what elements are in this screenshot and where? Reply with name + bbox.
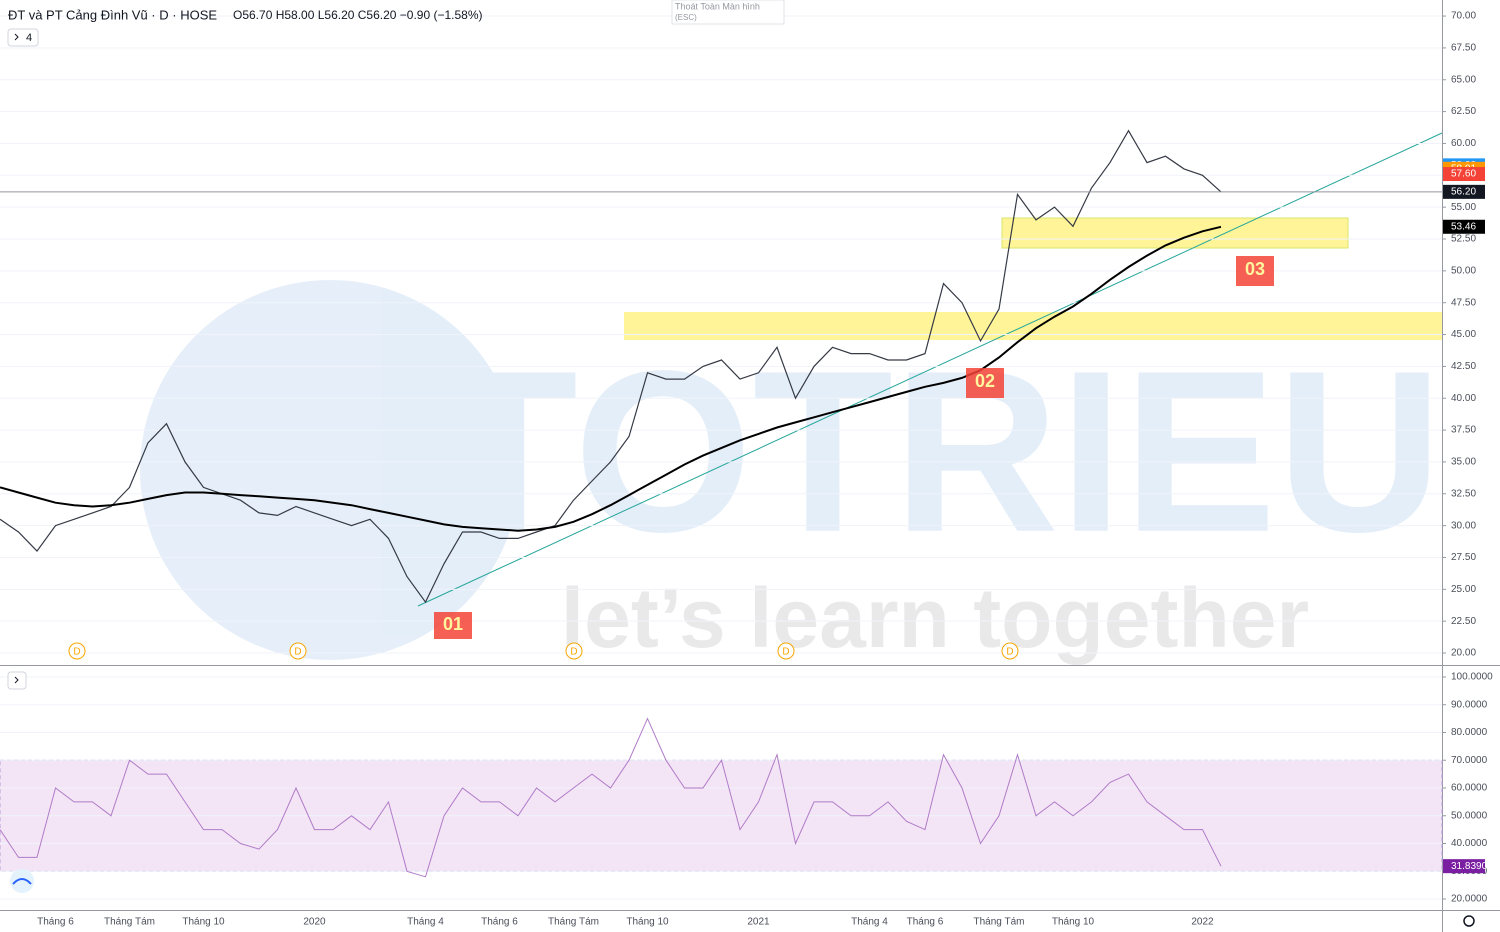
dividend-marker — [565, 642, 583, 660]
y-tick-label: 40.0000 — [1451, 838, 1488, 849]
y-tick-label: 100.0000 — [1451, 672, 1493, 683]
indicator-count: 4 — [26, 32, 32, 44]
y-tick-label: 80.0000 — [1451, 727, 1488, 738]
y-tick-label: 45.00 — [1451, 329, 1476, 340]
indicator-toggle[interactable]: 4 — [7, 28, 39, 47]
x-tick-label: Tháng 6 — [481, 917, 518, 928]
dividend-marker — [289, 642, 307, 660]
y-tick-label: 65.00 — [1451, 74, 1476, 85]
support-zone — [1001, 217, 1349, 249]
chevron — [14, 676, 19, 684]
x-tick-label: 2020 — [303, 917, 326, 928]
y-tick-label: 55.00 — [1451, 202, 1476, 213]
x-tick-label: 2022 — [1191, 917, 1214, 928]
resistance-zone — [624, 312, 1442, 340]
x-tick-label: 2021 — [747, 917, 770, 928]
x-tick-label: Tháng Tám — [104, 917, 155, 928]
y-tick-label: 40.00 — [1451, 393, 1476, 404]
tip-key: (ESC) — [675, 13, 697, 22]
dividend-label: D — [570, 647, 577, 658]
dividend-marker — [68, 642, 86, 660]
dividend-label: D — [1006, 647, 1013, 658]
series-line — [0, 717, 1222, 878]
tip-box[interactable] — [671, 0, 785, 25]
y-tick-label: 52.50 — [1451, 234, 1476, 245]
watermark-slogan: let’s learn together — [561, 571, 1309, 665]
y-tick-label: 42.50 — [1451, 361, 1476, 372]
x-tick-label: Tháng 10 — [1052, 917, 1095, 928]
x-tick-label: Tháng 6 — [37, 917, 74, 928]
watermark: TOTRIEU let’s learn together — [140, 280, 1443, 665]
y-tick-label: 70.0000 — [1451, 755, 1488, 766]
price-tag — [1443, 184, 1485, 199]
ann-01: 01 — [434, 612, 472, 639]
annotation: 03 — [1245, 259, 1265, 279]
dividend-label: D — [294, 647, 301, 658]
dividend-marker — [777, 642, 795, 660]
y-tick-label: 70.00 — [1451, 11, 1476, 22]
dividend-label: D — [782, 647, 789, 658]
price-tag-label: 57.60 — [1451, 169, 1476, 180]
price-tag-label: 53.46 — [1451, 221, 1476, 232]
y-tick-label: 20.00 — [1451, 648, 1476, 659]
watermark-brand: TOTRIEU — [437, 323, 1442, 580]
y-tick-label: 32.50 — [1451, 488, 1476, 499]
toggle-box[interactable] — [7, 28, 39, 47]
y-tick-label: 90.0000 — [1451, 699, 1488, 710]
annotation: 01 — [443, 614, 463, 634]
logo-button[interactable] — [10, 869, 34, 893]
price-tag — [1443, 167, 1485, 182]
ann-03: 03 — [1236, 256, 1274, 286]
y-tick-label: 60.00 — [1451, 138, 1476, 149]
y-tick-label: 25.00 — [1451, 584, 1476, 595]
annotation-box — [1236, 256, 1274, 286]
x-tick-label: Tháng 4 — [851, 917, 888, 928]
x-tick-label: Tháng 4 — [407, 917, 444, 928]
y-tick-label: 67.50 — [1451, 43, 1476, 54]
price-tag-label: 56.20 — [1451, 186, 1476, 197]
trend-line — [417, 132, 1443, 607]
tip-text: Thoát Toàn Màn hình — [675, 1, 760, 11]
y-tick-label: 37.50 — [1451, 425, 1476, 436]
price-tag-label: 31.8390 — [1451, 861, 1488, 872]
ohlc: O56.70 H58.00 L56.20 C56.20 −0.90 (−1.58… — [233, 8, 483, 22]
ann-02: 02 — [966, 368, 1004, 398]
settings-icon[interactable] — [1463, 915, 1475, 927]
watermark-logo — [140, 280, 520, 660]
y-tick-label: 50.0000 — [1451, 810, 1488, 821]
y-tick-label: 30.00 — [1451, 520, 1476, 531]
annotation: 02 — [975, 371, 995, 391]
x-tick-label: Tháng 10 — [182, 917, 225, 928]
y-tick-label: 20.0000 — [1451, 894, 1488, 905]
x-tick-label: Tháng Tám — [548, 917, 599, 928]
x-tick-label: Tháng Tám — [974, 917, 1025, 928]
series-line — [0, 129, 1222, 604]
y-tick-label: 50.00 — [1451, 265, 1476, 276]
dividend-marker — [1001, 642, 1019, 660]
y-tick-label: 35.00 — [1451, 457, 1476, 468]
y-tick-label: 47.50 — [1451, 297, 1476, 308]
x-tick-label: Tháng 10 — [626, 917, 669, 928]
y-tick-label: 27.50 — [1451, 552, 1476, 563]
annotation-box — [434, 612, 472, 639]
logo — [12, 878, 32, 885]
y-tick-label: 22.50 — [1451, 616, 1476, 627]
price-tag — [1443, 859, 1485, 874]
rsi-toggle[interactable] — [7, 671, 27, 690]
symbol: ĐT và PT Cảng Đình Vũ · D · HOSE — [8, 7, 217, 22]
y-tick-label: 62.50 — [1451, 106, 1476, 117]
series-line — [0, 225, 1222, 532]
chevron — [14, 33, 19, 41]
x-tick-label: Tháng 6 — [907, 917, 944, 928]
y-tick-label: 60.0000 — [1451, 783, 1488, 794]
fullscreen-tip[interactable]: Thoát Toàn Màn hình (ESC) — [671, 0, 785, 25]
plot-layer: 20.00 22.50 25.00 27.50 30.00 32.50 35.00 37.50… — [0, 11, 1493, 928]
price-tag — [1443, 219, 1485, 234]
annotation-box — [966, 368, 1004, 398]
dividend-label: D — [73, 647, 80, 658]
